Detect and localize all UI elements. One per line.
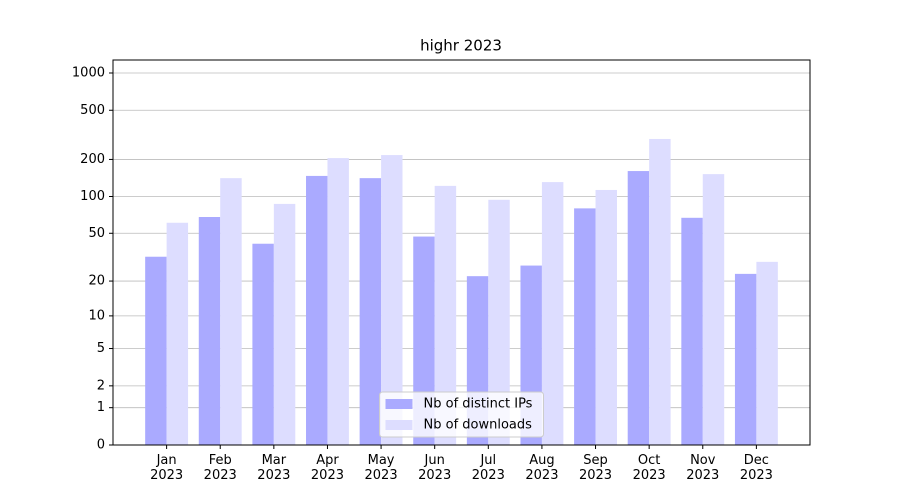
x-tick-label: Nov 2023: [686, 453, 720, 483]
x-tick-label: Sep 2023: [578, 453, 613, 483]
legend-swatch: [385, 420, 413, 430]
bar: [359, 178, 382, 446]
y-tick-label: 50: [88, 226, 105, 241]
y-tick-label: 200: [80, 152, 105, 167]
bar: [595, 189, 617, 445]
bar: [649, 138, 671, 446]
legend-label: Nb of downloads: [424, 418, 533, 433]
bar: [327, 158, 349, 445]
bar: [681, 217, 703, 445]
y-tick-label: 0: [97, 438, 105, 453]
x-tick-label: Aug 2023: [525, 453, 559, 483]
x-tick-label: Oct 2023: [632, 453, 666, 483]
x-tick-label: Apr 2023: [310, 453, 344, 483]
y-tick-label: 1: [97, 400, 105, 415]
legend-swatch: [385, 399, 413, 409]
bar: [273, 203, 296, 445]
y-tick-label: 100: [80, 189, 105, 204]
x-tick-label: Jun 2023: [418, 453, 452, 483]
y-tick-label: 500: [80, 103, 105, 118]
y-tick-label: 5: [97, 341, 105, 356]
y-tick-label: 10: [88, 308, 105, 323]
bar: [252, 243, 274, 445]
bar: [306, 175, 328, 446]
legend-box: [379, 391, 544, 438]
chart-title: highr 2023: [420, 37, 502, 55]
bar: [574, 208, 596, 445]
x-tick-label: Feb 2023: [203, 453, 237, 483]
bar: [145, 256, 167, 445]
x-tick-label: Dec 2023: [739, 453, 773, 483]
bar: [702, 174, 725, 445]
bar: [541, 182, 564, 445]
bar: [734, 273, 757, 445]
bar: [434, 185, 457, 445]
x-tick-label: Mar 2023: [257, 453, 291, 483]
y-tick-label: 1000: [72, 65, 105, 80]
bar: [198, 217, 221, 445]
bar: [488, 199, 510, 445]
bar: [381, 155, 403, 446]
bar: [220, 178, 242, 446]
bar: [166, 222, 189, 445]
x-tick-label: May 2023: [364, 453, 398, 483]
x-tick-label: Jul 2023: [471, 453, 505, 483]
y-tick-label: 2: [97, 378, 105, 393]
bar: [627, 171, 650, 445]
x-tick-label: Jan 2023: [150, 453, 184, 483]
plot-frame: [112, 59, 811, 446]
y-tick-label: 20: [88, 274, 105, 289]
legend: Nb of distinct IPs Nb of downloads: [379, 391, 544, 438]
bar: [756, 261, 778, 445]
legend-label: Nb of distinct IPs: [424, 397, 533, 412]
